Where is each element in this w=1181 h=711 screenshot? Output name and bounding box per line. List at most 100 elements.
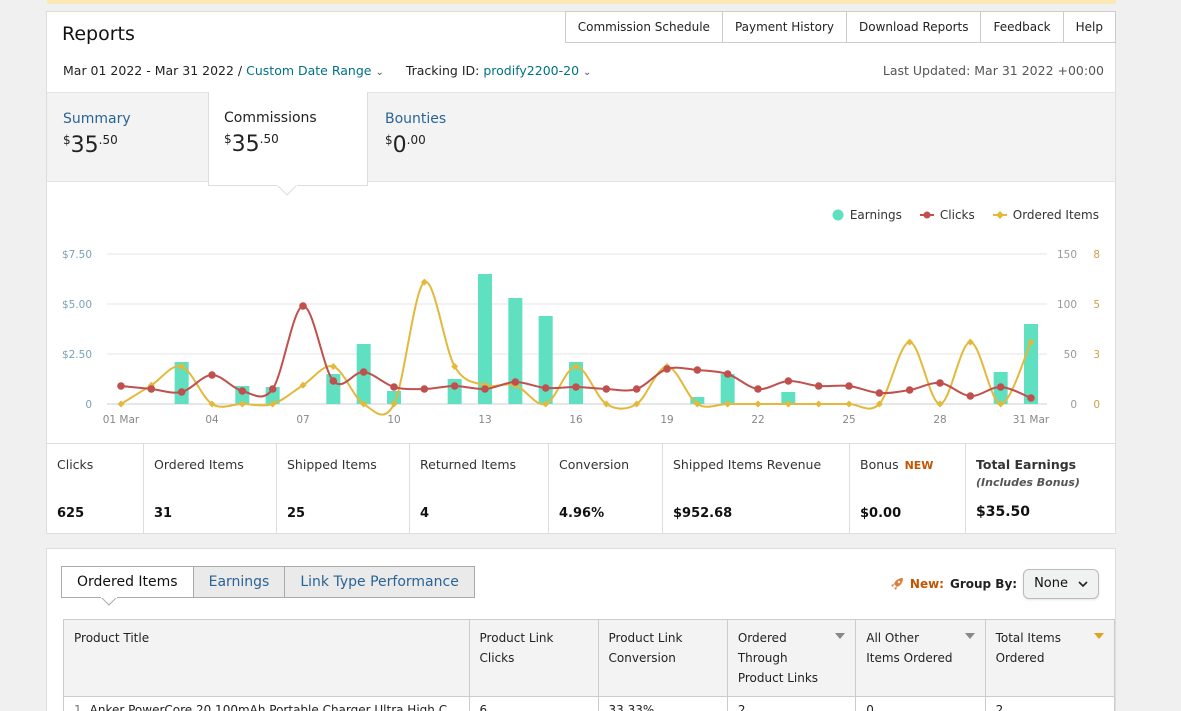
tab-link-type-performance[interactable]: Link Type Performance — [284, 566, 475, 598]
col-ordered-through-links[interactable]: Ordered Through Product Links — [726, 619, 857, 697]
ordered-items-point — [845, 400, 853, 408]
commissions-tab-label: Commissions — [224, 110, 317, 126]
sort-arrow-icon[interactable] — [835, 633, 846, 639]
earnings-bar — [174, 362, 189, 404]
stat-label: Bonus NEW — [860, 457, 934, 472]
x-tick-label: 01 Mar — [103, 414, 140, 426]
legend-earnings-icon — [832, 209, 844, 221]
y-left-tick-label: $2.50 — [62, 349, 92, 361]
cell-clicks: 6 — [468, 696, 599, 711]
clicks-point — [723, 370, 732, 378]
top-tab-bar: Commission Schedule Payment History Down… — [564, 11, 1116, 43]
clicks-point — [875, 389, 884, 397]
clicks-point — [268, 385, 277, 393]
stat-value: $952.68 — [673, 506, 733, 521]
date-filter-row: Mar 01 2022 - Mar 31 2022 / Custom Date … — [63, 63, 591, 78]
y-left-tick-label: $7.50 — [62, 249, 92, 261]
notice-strip — [47, 0, 1116, 4]
tracking-id-dropdown[interactable]: prodify2200-20 — [483, 63, 580, 78]
tab-ordered-items[interactable]: Ordered Items — [61, 566, 194, 598]
x-tick-label: 28 — [933, 414, 946, 426]
ordered-items-point — [875, 400, 883, 408]
legend-earnings[interactable]: Earnings — [832, 208, 902, 222]
y-left-tick-label: $5.00 — [62, 299, 92, 311]
clicks-point — [481, 385, 489, 393]
clicks-point — [814, 382, 823, 390]
summary-tab-summary[interactable]: Summary $35.50 — [63, 111, 131, 158]
x-tick-label: 19 — [660, 414, 673, 426]
summary-tab-commissions[interactable]: Commissions $35.50 — [208, 92, 368, 186]
reports-panel: Reports Commission Schedule Payment Hist… — [46, 11, 1116, 534]
legend-earnings-label: Earnings — [849, 208, 902, 222]
x-tick-label: 25 — [842, 414, 855, 426]
bounties-tab-label: Bounties — [385, 111, 447, 127]
legend-clicks-icon — [919, 211, 934, 219]
ordered-items-point — [117, 400, 125, 408]
stat-label: Clicks — [57, 457, 94, 472]
tracking-id-label: Tracking ID: — [405, 63, 480, 78]
tab-feedback[interactable]: Feedback — [981, 11, 1064, 43]
legend-clicks[interactable]: Clicks — [919, 208, 975, 222]
earnings-bar — [478, 274, 492, 404]
clicks-point — [632, 385, 641, 393]
x-tick-label: 16 — [569, 414, 583, 426]
col-all-other-items[interactable]: All Other Items Ordered — [855, 619, 986, 697]
summary-tab-bounties[interactable]: Bounties $0.00 — [385, 111, 446, 158]
tab-earnings[interactable]: Earnings — [192, 566, 286, 598]
new-badge: NEW — [904, 459, 934, 472]
table-row: 1 Anker PowerCore 20,100mAh Portable Char… — [63, 696, 1116, 711]
stat-shipped-items: Shipped Items 25 — [277, 444, 410, 534]
date-range-text: Mar 01 2022 - Mar 31 2022 / — [63, 63, 243, 78]
ordered-items-point — [1027, 338, 1035, 346]
col-total-items-ordered[interactable]: Total Items Ordered — [984, 619, 1116, 697]
x-tick-label: 10 — [387, 414, 400, 426]
stat-shipped-revenue: Shipped Items Revenue $952.68 — [663, 444, 850, 534]
cell-other: 0 — [855, 696, 986, 711]
cell-product-title[interactable]: 1 Anker PowerCore 20,100mAh Portable Char… — [63, 696, 470, 711]
y-left-tick-label: 0 — [85, 399, 92, 411]
earnings-bar — [781, 392, 796, 404]
cell-through: 2 — [726, 696, 857, 711]
legend-ordered-items[interactable]: Ordered Items — [992, 208, 1099, 222]
y-mid-tick-label: 150 — [1057, 249, 1077, 261]
y-right-tick-label: 5 — [1093, 299, 1100, 311]
tab-commission-schedule[interactable]: Commission Schedule — [564, 11, 723, 43]
summary-tab-label: Summary — [63, 111, 131, 127]
ordered-items-point — [420, 278, 428, 286]
clicks-point — [177, 388, 186, 396]
summary-amount: $35.50 — [63, 133, 118, 158]
ordered-items-point — [754, 400, 762, 408]
chart-legend: Earnings Clicks Ordered Items — [832, 208, 1099, 222]
chevron-down-icon[interactable]: ⌄ — [583, 67, 592, 78]
clicks-point — [390, 383, 398, 391]
tab-help[interactable]: Help — [1063, 11, 1116, 43]
stat-label: Returned Items — [420, 457, 517, 472]
tab-download-reports[interactable]: Download Reports — [846, 11, 982, 43]
stats-row: Clicks 625 Ordered Items 31 Shipped Item… — [47, 443, 1115, 534]
report-table-panel: Ordered Items Earnings Link Type Perform… — [46, 548, 1116, 711]
stat-value: 625 — [57, 506, 85, 521]
tab-payment-history[interactable]: Payment History — [722, 11, 847, 43]
stat-clicks: Clicks 625 — [47, 444, 144, 534]
clicks-point — [147, 385, 156, 393]
sort-arrow-icon[interactable] — [964, 633, 975, 639]
ordered-items-point — [784, 400, 792, 408]
clicks-point — [329, 377, 338, 385]
col-product-title[interactable]: Product Title — [63, 619, 470, 697]
earnings-bar — [538, 316, 553, 404]
ordered-items-point — [966, 338, 974, 346]
stat-returned-items: Returned Items 4 — [410, 444, 549, 534]
clicks-point — [602, 385, 611, 393]
chevron-down-icon[interactable]: ⌄ — [375, 67, 384, 78]
y-mid-tick-label: 100 — [1057, 299, 1077, 311]
group-by-select[interactable]: None — [1023, 569, 1099, 599]
sort-arrow-active-icon[interactable] — [1094, 633, 1104, 639]
product-title-link[interactable]: Anker PowerCore 20,100mAh Portable Charg… — [89, 702, 459, 711]
col-product-link-clicks[interactable]: Product Link Clicks — [468, 619, 599, 697]
clicks-point — [663, 365, 671, 373]
custom-date-range-link[interactable]: Custom Date Range — [246, 63, 372, 78]
clicks-point — [572, 383, 580, 391]
col-product-link-conversion[interactable]: Product Link Conversion — [597, 619, 728, 697]
ordered-items-point — [360, 400, 368, 408]
cell-conversion: 33.33% — [597, 696, 728, 711]
